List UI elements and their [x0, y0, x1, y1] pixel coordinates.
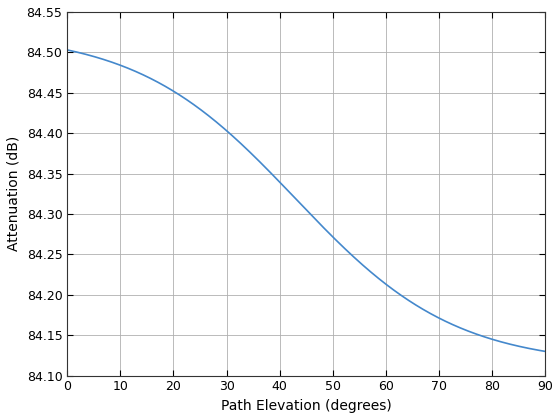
Y-axis label: Attenuation (dB): Attenuation (dB) — [7, 136, 21, 252]
X-axis label: Path Elevation (degrees): Path Elevation (degrees) — [221, 399, 391, 413]
